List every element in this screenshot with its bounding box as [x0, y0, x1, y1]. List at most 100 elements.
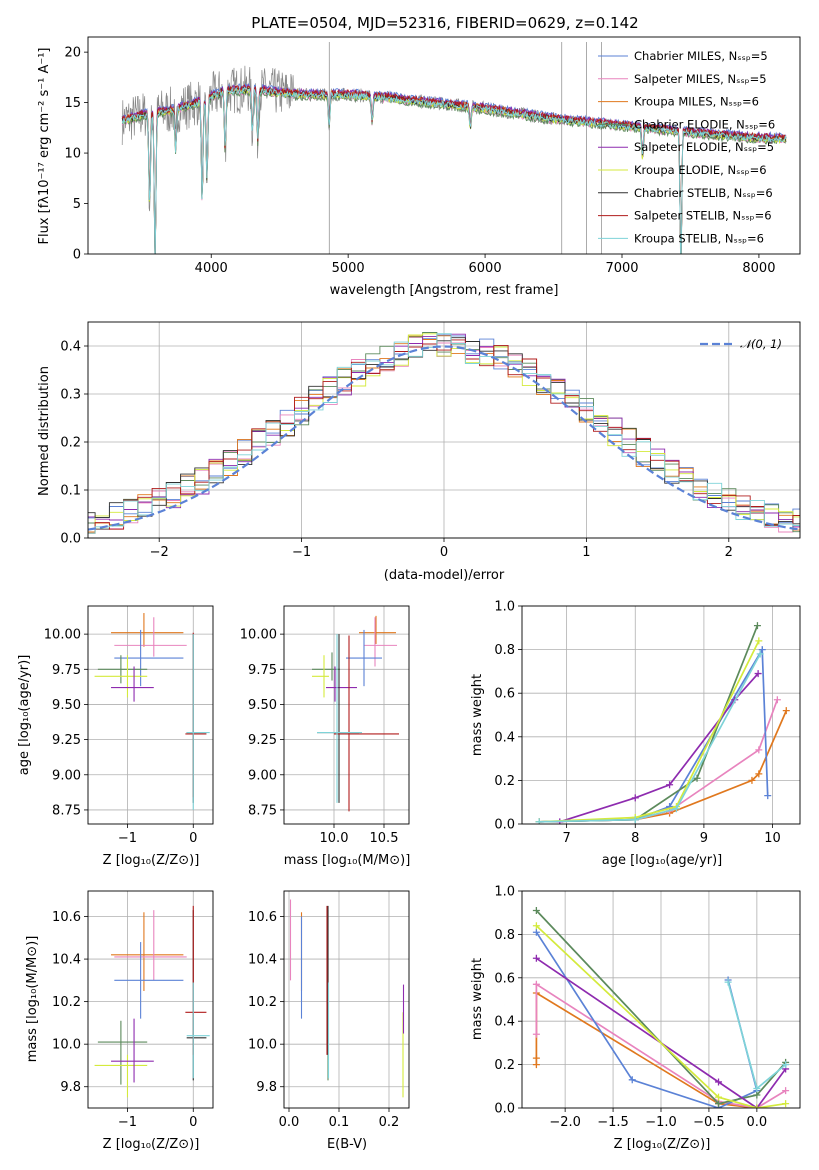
x-tick-label: −1.0	[645, 1115, 677, 1130]
x-tick-label: 0.2	[379, 1115, 400, 1130]
age-vs-mass-xlabel: mass [log₁₀(M/M⊙)]	[284, 853, 411, 868]
point-marker	[764, 792, 772, 800]
x-tick-label: 0	[189, 1115, 197, 1130]
mass-vs-z-ylabel: mass [log₁₀(M/M⊙)]	[25, 936, 40, 1063]
x-tick-label: 9	[700, 831, 708, 846]
y-tick-label: 0.2	[494, 774, 515, 789]
series-line-5	[535, 925, 786, 1108]
y-tick-label: 0.8	[494, 643, 515, 658]
point-marker	[755, 746, 763, 754]
y-tick-label: 10.2	[52, 995, 81, 1010]
y-tick-label: 10.0	[52, 1038, 81, 1053]
plot-area	[94, 613, 210, 810]
legend-label: Salpeter STELIB, Nₛₛₚ=6	[634, 209, 772, 223]
point-marker	[715, 1093, 723, 1101]
plot-area	[532, 907, 790, 1108]
y-tick-label: 1.0	[494, 885, 515, 900]
x-tick-label: 7000	[605, 261, 638, 276]
plot-area	[88, 332, 800, 534]
point-marker	[532, 907, 540, 915]
spectrum-xlabel: wavelength [Angstrom, rest frame]	[330, 283, 559, 298]
y-tick-label: 0.4	[494, 1015, 515, 1030]
residual-ylabel: Normed distribution	[37, 366, 52, 496]
point-marker	[753, 1091, 761, 1099]
point-marker	[748, 776, 756, 784]
point-marker	[715, 1078, 723, 1086]
axes-frame	[283, 605, 410, 825]
y-tick-label: 9.00	[52, 768, 81, 783]
y-tick-label: 0.0	[494, 818, 515, 833]
y-tick-label: 0.4	[494, 730, 515, 745]
point-marker	[755, 637, 763, 645]
y-tick-label: 10.6	[248, 910, 277, 925]
x-tick-label: 0	[440, 545, 448, 560]
y-tick-label: 0.2	[60, 436, 81, 451]
model-line-0	[121, 82, 787, 254]
y-tick-label: 9.25	[52, 733, 81, 748]
point-marker	[631, 816, 639, 824]
y-tick-label: 9.8	[256, 1080, 277, 1095]
massweight-vs-z-ylabel: mass weight	[470, 958, 485, 1040]
point-marker	[666, 781, 674, 789]
plot-area	[535, 622, 790, 824]
point-marker	[532, 1061, 540, 1069]
grid	[284, 606, 409, 824]
x-tick-label: 0.1	[329, 1115, 350, 1130]
series-line-4	[535, 957, 787, 1108]
point-marker	[532, 954, 540, 962]
y-tick-label: 8.75	[52, 803, 81, 818]
age-vs-z-xlabel: Z [log₁₀(Z/Z⊙)]	[103, 853, 200, 868]
spectrum-title: PLATE=0504, MJD=52316, FIBERID=0629, z=0…	[251, 14, 638, 32]
legend-label: Kroupa STELIB, Nₛₛₚ=6	[634, 231, 764, 245]
x-tick-label: −1	[118, 1115, 137, 1130]
x-tick-label: 6000	[469, 261, 502, 276]
series-line-3	[535, 909, 787, 1105]
y-tick-label: 1.0	[494, 600, 515, 615]
point-marker	[715, 1100, 723, 1108]
massweight-vs-age-xlabel: age [log₁₀(age/yr)]	[602, 853, 723, 868]
point-marker	[753, 1104, 761, 1108]
spectrum-panel: 4000 5000 6000 7000 8000 0 5 10 15 20 Chabrier MIL…	[64, 36, 801, 276]
x-tick-label: −0.5	[693, 1115, 725, 1130]
x-tick-label: 0.0	[279, 1115, 300, 1130]
mass-vs-ebv-panel: 0.0 0.1 0.2 9.8 10.0 10.2 10.4 10.6	[248, 890, 410, 1130]
spectrum-ylabel: Flux [fλ10⁻¹⁷ erg cm⁻² s⁻¹ A⁻¹]	[37, 48, 52, 245]
point-marker	[724, 978, 732, 986]
plot-area	[289, 899, 405, 1098]
mass-vs-ebv-xlabel: E(B-V)	[327, 1137, 367, 1152]
point-marker	[756, 650, 764, 658]
legend-label: 𝒩(0, 1)	[740, 337, 782, 351]
point-marker	[782, 707, 790, 715]
axes-frame	[87, 605, 214, 825]
legend-label: Kroupa MILES, Nₛₛₚ=6	[634, 95, 759, 109]
y-tick-label: 9.25	[248, 733, 277, 748]
axes-frame	[87, 890, 214, 1109]
residual-xlabel: (data-model)/error	[384, 568, 505, 583]
axes-frame	[283, 890, 410, 1109]
model-line-8	[121, 86, 787, 254]
plot-area	[94, 905, 210, 1098]
y-tick-label: 9.00	[248, 768, 277, 783]
axes-frame	[87, 36, 801, 255]
y-tick-label: 9.8	[60, 1080, 81, 1095]
x-tick-label: 8	[631, 831, 639, 846]
y-tick-label: 0.2	[494, 1058, 515, 1073]
x-tick-label: −1	[118, 831, 137, 846]
point-marker	[672, 805, 680, 813]
point-marker	[753, 1084, 761, 1092]
y-tick-label: 5	[73, 197, 81, 212]
x-tick-label: 0.0	[747, 1115, 768, 1130]
x-tick-label: 4000	[195, 261, 228, 276]
axes-frame	[87, 321, 801, 539]
massweight-vs-z-xlabel: Z [log₁₀(Z/Z⊙)]	[614, 1137, 711, 1152]
point-marker	[532, 922, 540, 930]
x-tick-label: −2.0	[549, 1115, 581, 1130]
y-tick-label: 10.6	[52, 910, 81, 925]
massweight-vs-age-ylabel: mass weight	[470, 674, 485, 756]
point-marker	[532, 1054, 540, 1062]
legend-label: Salpeter ELODIE, Nₛₛₚ=5	[634, 140, 774, 154]
plot-area	[312, 615, 399, 812]
y-tick-label: 10.2	[248, 995, 277, 1010]
point-marker	[631, 794, 639, 802]
